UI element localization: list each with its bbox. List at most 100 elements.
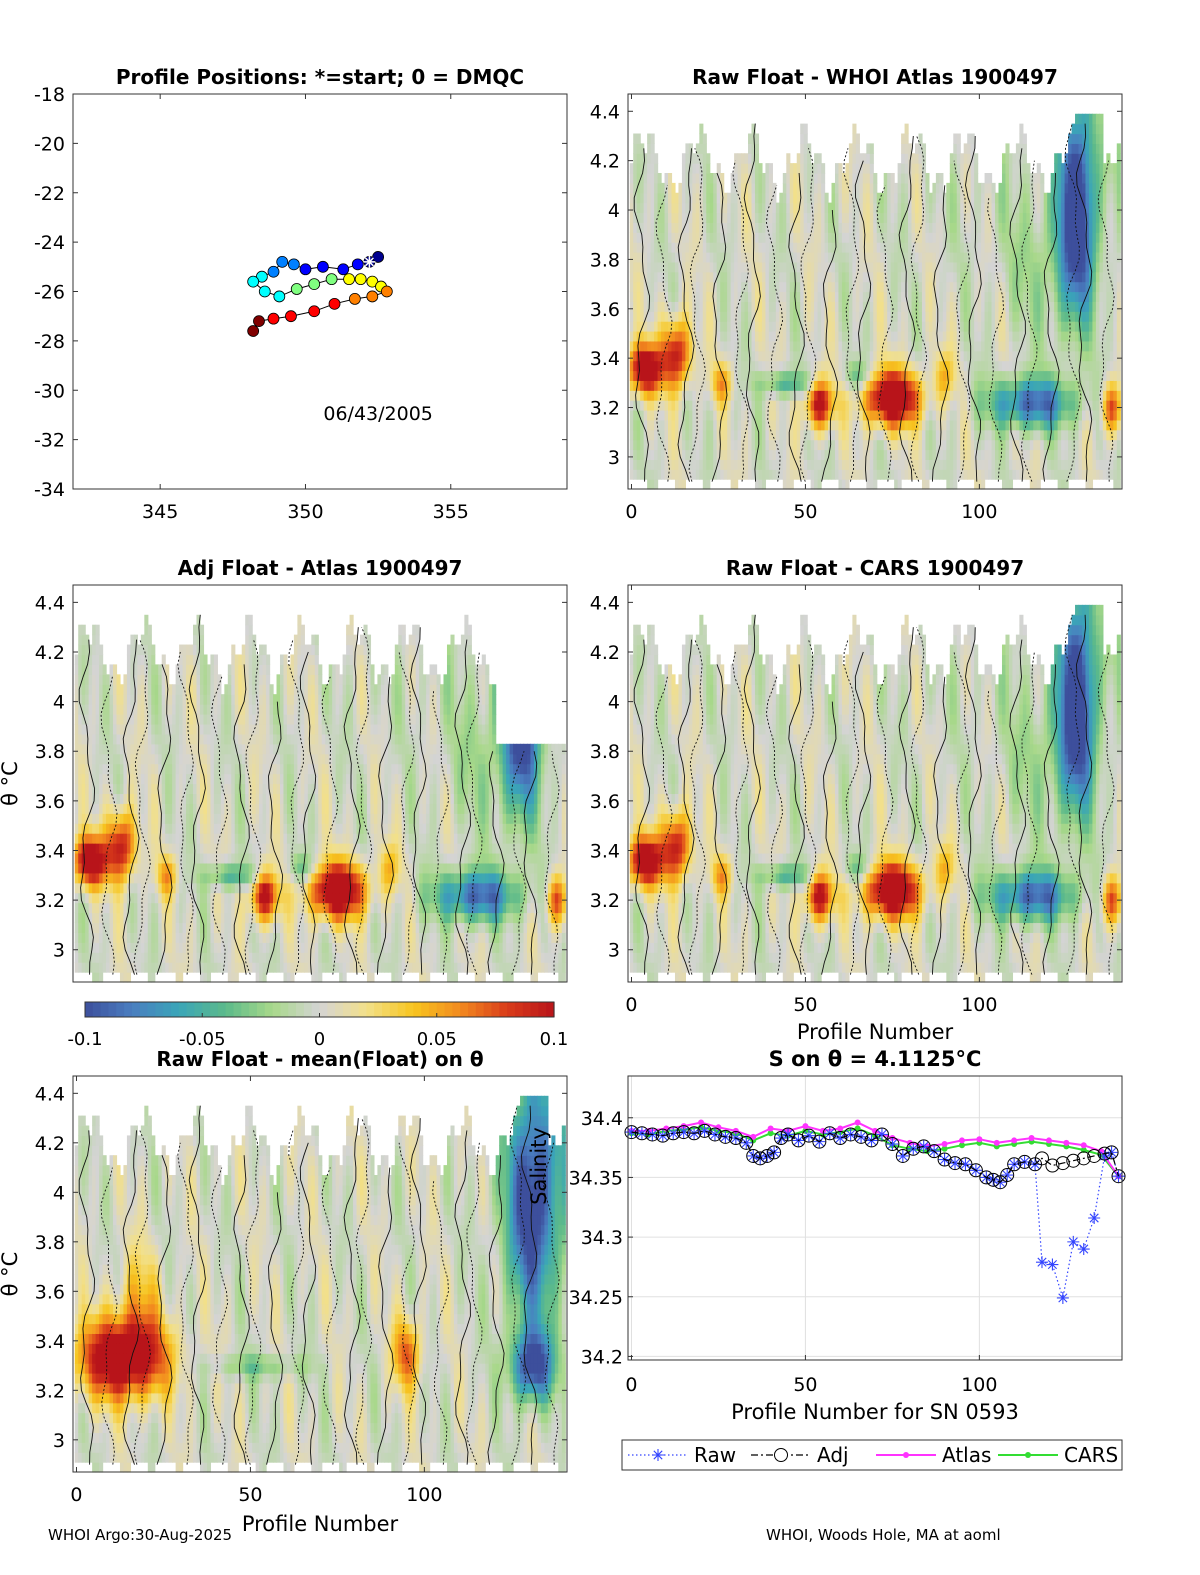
heatmap-cell <box>852 222 856 232</box>
heatmap-cell <box>985 173 989 183</box>
heatmap-cell <box>765 469 769 479</box>
heatmap-cell <box>644 361 648 371</box>
heatmap-cell <box>1092 371 1096 381</box>
heatmap-cell <box>908 331 912 341</box>
heatmap-cell <box>873 469 877 479</box>
heatmap-cell <box>866 361 870 371</box>
heatmap-cell <box>765 331 769 341</box>
heatmap-cell <box>1030 242 1034 252</box>
heatmap-cell <box>1085 282 1089 292</box>
heatmap-cell <box>877 242 881 252</box>
heatmap-cell <box>898 400 902 410</box>
heatmap-cell <box>710 252 714 262</box>
heatmap-cell <box>654 232 658 242</box>
heatmap-cell <box>849 242 853 252</box>
heatmap-cell <box>1023 351 1027 361</box>
heatmap-cell <box>1068 272 1072 282</box>
heatmap-cell <box>706 163 710 173</box>
heatmap-cell <box>1023 193 1027 203</box>
heatmap-cell <box>943 272 947 282</box>
heatmap-cell <box>748 301 752 311</box>
heatmap-cell <box>950 371 954 381</box>
heatmap-cell <box>658 173 662 183</box>
heatmap-cell <box>724 282 728 292</box>
heatmap-cell <box>971 420 975 430</box>
heatmap-cell <box>953 282 957 292</box>
heatmap-cell <box>765 311 769 321</box>
heatmap-cell <box>651 430 655 440</box>
heatmap-cell <box>818 282 822 292</box>
heatmap-cell <box>779 430 783 440</box>
heatmap-cell <box>838 311 842 321</box>
heatmap-cell <box>999 400 1003 410</box>
heatmap-cell <box>762 203 766 213</box>
heatmap-cell <box>877 400 881 410</box>
heatmap-cell <box>811 430 815 440</box>
heatmap-cell <box>915 311 919 321</box>
heatmap-cell <box>922 361 926 371</box>
heatmap-cell <box>797 440 801 450</box>
heatmap-cell <box>1065 479 1069 489</box>
heatmap-cell <box>818 430 822 440</box>
heatmap-cell <box>915 272 919 282</box>
heatmap-cell <box>929 410 933 420</box>
heatmap-cell <box>1113 301 1117 311</box>
heatmap-cell <box>658 252 662 262</box>
heatmap-cell <box>89 823 93 834</box>
heatmap-cell <box>1019 321 1023 331</box>
heatmap-cell <box>671 252 675 262</box>
heatmap-cell <box>918 232 922 242</box>
heatmap-cell <box>1085 361 1089 371</box>
heatmap-cell <box>859 380 863 390</box>
heatmap-cell <box>821 400 825 410</box>
heatmap-cell <box>912 371 916 381</box>
heatmap-cell <box>849 143 853 153</box>
heatmap-cell <box>717 252 721 262</box>
heatmap-cell <box>915 459 919 469</box>
heatmap-cell <box>717 203 721 213</box>
heatmap-cell <box>1082 242 1086 252</box>
x-tick-label: 100 <box>961 501 997 523</box>
heatmap-cell <box>804 134 808 144</box>
heatmap-cell <box>665 232 669 242</box>
heatmap-cell <box>929 440 933 450</box>
heatmap-cell <box>671 282 675 292</box>
heatmap-cell <box>856 351 860 361</box>
heatmap-cell <box>658 331 662 341</box>
heatmap-cell <box>1002 252 1006 262</box>
heatmap-cell <box>1058 459 1062 469</box>
heatmap-cell <box>821 430 825 440</box>
heatmap-cell <box>647 153 651 163</box>
heatmap-cell <box>1068 134 1072 144</box>
heatmap-cell <box>964 371 968 381</box>
heatmap-cell <box>668 450 672 460</box>
heatmap-cell <box>1054 292 1058 302</box>
heatmap-cell <box>894 371 898 381</box>
heatmap-cell <box>790 163 794 173</box>
heatmap-cell <box>75 962 79 973</box>
heatmap-cell <box>1092 430 1096 440</box>
heatmap-cell <box>710 380 714 390</box>
heatmap-cell <box>1033 222 1037 232</box>
heatmap-cell <box>724 213 728 223</box>
heatmap-cell <box>762 311 766 321</box>
heatmap-cell <box>1068 459 1072 469</box>
heatmap-cell <box>1033 213 1037 223</box>
heatmap-cell <box>682 440 686 450</box>
heatmap-cell <box>1002 301 1006 311</box>
heatmap-cell <box>1103 301 1107 311</box>
heatmap-cell <box>790 311 794 321</box>
heatmap-cell <box>995 390 999 400</box>
heatmap-cell <box>873 173 877 183</box>
heatmap-cell <box>1058 430 1062 440</box>
heatmap-cell <box>762 242 766 252</box>
heatmap-cell <box>953 272 957 282</box>
heatmap-cell <box>745 321 749 331</box>
heatmap-cell <box>1065 341 1069 351</box>
heatmap-cell <box>675 341 679 351</box>
heatmap-cell <box>637 262 641 272</box>
heatmap-cell <box>985 292 989 302</box>
heatmap-cell <box>967 292 971 302</box>
heatmap-cell <box>915 282 919 292</box>
heatmap-cell <box>696 469 700 479</box>
